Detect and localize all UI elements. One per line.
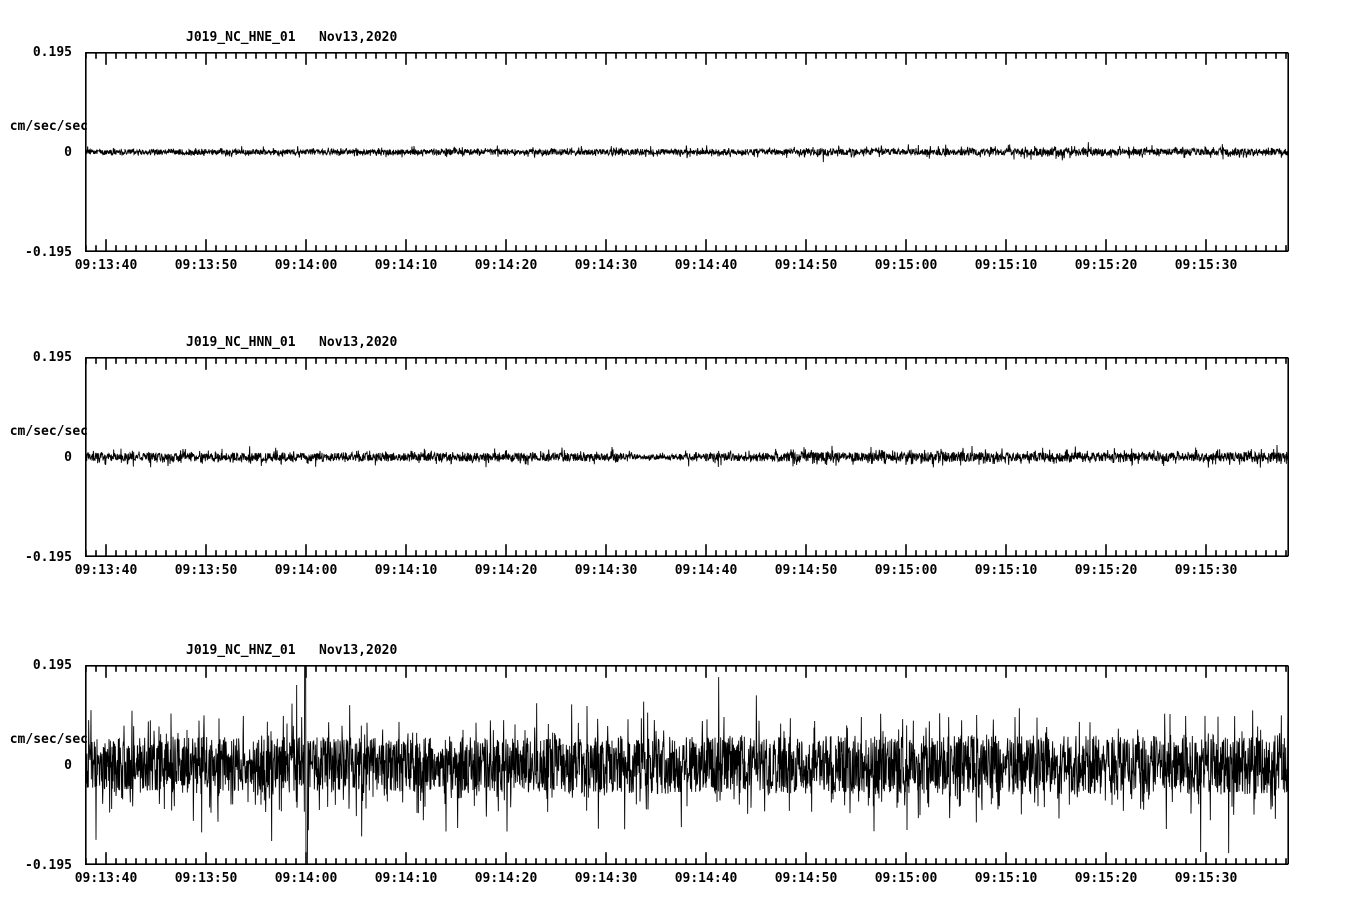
seismogram-panel-hne: J019_NC_HNE_01 Nov13,2020 0.195 cm/sec/s… (0, 0, 1358, 310)
y-axis-top-label-hnz: 0.195 (32, 658, 72, 673)
x-axis-tick-label: 09:15:10 (974, 563, 1038, 578)
x-axis-tick-label: 09:14:30 (574, 258, 638, 273)
x-axis-tick-label: 09:13:50 (174, 258, 238, 273)
x-axis-tick-label: 09:15:10 (974, 258, 1038, 273)
x-axis-tick-label: 09:13:40 (74, 258, 138, 273)
panel-title-hnz: J019_NC_HNZ_01 Nov13,2020 (186, 643, 398, 658)
seismogram-panel-hnz: J019_NC_HNZ_01 Nov13,2020 0.195 cm/sec/s… (0, 613, 1358, 923)
x-axis-tick-label: 09:14:20 (474, 258, 538, 273)
y-axis-bottom-label-hne: -0.195 (25, 245, 72, 260)
waveform-trace-hnn (85, 445, 1289, 468)
x-axis-tick-label: 09:15:30 (1174, 871, 1238, 886)
x-axis-tick-label: 09:13:40 (74, 871, 138, 886)
x-axis-tick-label: 09:13:50 (174, 563, 238, 578)
x-axis-tick-label: 09:15:20 (1074, 258, 1138, 273)
x-axis-tick-label: 09:15:20 (1074, 563, 1138, 578)
x-axis-tick-label: 09:14:30 (574, 563, 638, 578)
x-axis-tick-label: 09:14:30 (574, 871, 638, 886)
y-axis-top-label-hne: 0.195 (32, 45, 72, 60)
x-axis-tick-label: 09:14:40 (674, 258, 738, 273)
x-axis-tick-label: 09:14:40 (674, 871, 738, 886)
x-axis-tick-label: 09:14:50 (774, 258, 838, 273)
y-axis-zero-label-hnn: 0 (64, 450, 72, 465)
x-axis-tick-label: 09:14:50 (774, 871, 838, 886)
x-axis-tick-label: 09:14:50 (774, 563, 838, 578)
plot-frame-hnz (85, 665, 1289, 865)
seismogram-panel-hnn: J019_NC_HNN_01 Nov13,2020 0.195 cm/sec/s… (0, 305, 1358, 615)
x-axis-tick-label: 09:14:20 (474, 871, 538, 886)
waveform-trace-hnz (85, 665, 1289, 865)
x-axis-tick-label: 09:14:00 (274, 563, 338, 578)
x-axis-tick-label: 09:15:30 (1174, 563, 1238, 578)
y-axis-zero-label-hnz: 0 (64, 758, 72, 773)
x-axis-tick-label: 09:14:10 (374, 871, 438, 886)
y-axis-unit-label-hnn: cm/sec/sec (9, 424, 88, 439)
x-axis-tick-label: 09:15:30 (1174, 258, 1238, 273)
y-axis-bottom-label-hnz: -0.195 (25, 858, 72, 873)
x-axis-tick-label: 09:14:00 (274, 871, 338, 886)
plot-area-hne (85, 52, 1289, 252)
x-axis-tick-label: 09:15:20 (1074, 871, 1138, 886)
x-axis-tick-label: 09:13:40 (74, 563, 138, 578)
waveform-trace-hne (85, 142, 1289, 163)
x-axis-tick-label: 09:15:00 (874, 258, 938, 273)
panel-title-hnn: J019_NC_HNN_01 Nov13,2020 (186, 335, 398, 350)
x-axis-tick-label: 09:14:10 (374, 258, 438, 273)
plot-area-hnn (85, 357, 1289, 557)
x-axis-tick-label: 09:13:50 (174, 871, 238, 886)
y-axis-zero-label-hne: 0 (64, 145, 72, 160)
plot-area-hnz (85, 665, 1289, 865)
x-axis-tick-label: 09:15:00 (874, 563, 938, 578)
y-axis-unit-label-hne: cm/sec/sec (9, 119, 88, 134)
y-axis-unit-label-hnz: cm/sec/sec (9, 732, 88, 747)
x-axis-tick-label: 09:15:10 (974, 871, 1038, 886)
x-axis-tick-label: 09:14:10 (374, 563, 438, 578)
x-axis-tick-label: 09:14:40 (674, 563, 738, 578)
panel-title-hne: J019_NC_HNE_01 Nov13,2020 (186, 30, 398, 45)
x-axis-tick-label: 09:14:00 (274, 258, 338, 273)
y-axis-bottom-label-hnn: -0.195 (25, 550, 72, 565)
x-axis-tick-label: 09:15:00 (874, 871, 938, 886)
x-axis-tick-label: 09:14:20 (474, 563, 538, 578)
y-axis-top-label-hnn: 0.195 (32, 350, 72, 365)
